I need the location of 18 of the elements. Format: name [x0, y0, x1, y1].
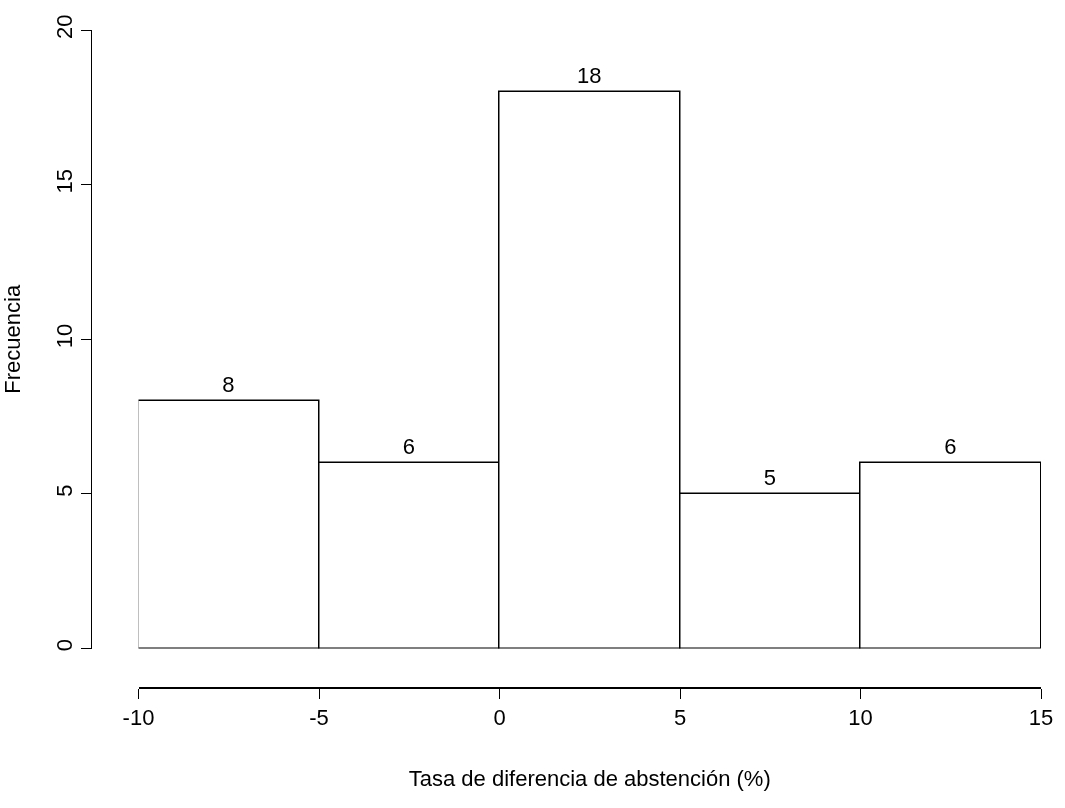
y-tick-label: 0 [52, 639, 78, 652]
x-tick-label: -10 [122, 705, 155, 731]
data-label: 5 [763, 465, 776, 491]
x-tick-label: -5 [309, 705, 329, 731]
y-tick-label: 20 [52, 14, 78, 39]
data-label: 8 [222, 372, 235, 398]
y-tick-label: 5 [52, 484, 78, 497]
y-axis-title: Frecuencia [0, 284, 25, 394]
data-label: 6 [944, 434, 957, 460]
x-tick-label: 10 [848, 705, 873, 731]
y-tick-label: 10 [52, 323, 78, 349]
x-axis-title: Tasa de diferencia de abstención (%) [408, 765, 771, 791]
x-tick-label: 0 [493, 705, 506, 731]
x-tick-label: 15 [1028, 705, 1054, 731]
x-tick-label: 5 [673, 705, 687, 731]
data-label: 6 [402, 434, 415, 460]
y-tick-label: 15 [52, 169, 78, 194]
data-label: 18 [577, 63, 602, 89]
